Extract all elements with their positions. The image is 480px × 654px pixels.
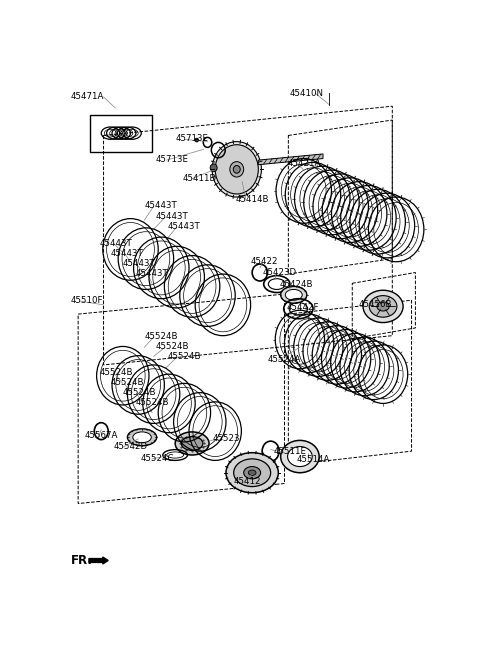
- Text: 45456B: 45456B: [359, 300, 392, 309]
- Text: 45713E: 45713E: [175, 134, 208, 143]
- Text: 45443T: 45443T: [100, 239, 132, 248]
- Ellipse shape: [377, 301, 389, 311]
- Text: 45443T: 45443T: [144, 201, 177, 210]
- FancyArrow shape: [89, 557, 108, 564]
- Ellipse shape: [234, 459, 271, 487]
- Text: 45471A: 45471A: [71, 92, 104, 101]
- Text: 45524B: 45524B: [123, 388, 156, 397]
- Text: 45524B: 45524B: [100, 368, 133, 377]
- Text: 45524B: 45524B: [155, 342, 189, 351]
- Text: 45443T: 45443T: [123, 259, 156, 267]
- Ellipse shape: [210, 164, 217, 171]
- Ellipse shape: [288, 447, 312, 466]
- Text: 45524B: 45524B: [135, 398, 168, 407]
- Polygon shape: [258, 154, 323, 165]
- Ellipse shape: [230, 162, 244, 177]
- Ellipse shape: [281, 286, 307, 303]
- Text: 45713E: 45713E: [155, 155, 188, 164]
- Text: 45510F: 45510F: [71, 296, 103, 305]
- Text: 45412: 45412: [234, 477, 261, 486]
- Text: 45567A: 45567A: [84, 431, 118, 440]
- Text: 45542D: 45542D: [114, 442, 148, 451]
- Ellipse shape: [215, 145, 258, 194]
- Text: 45443T: 45443T: [135, 269, 168, 278]
- Text: 45414B: 45414B: [235, 195, 269, 204]
- Text: 45443T: 45443T: [110, 249, 143, 258]
- Text: 45524B: 45524B: [168, 352, 201, 361]
- Text: 45411D: 45411D: [182, 174, 216, 183]
- Text: 45514A: 45514A: [297, 455, 330, 464]
- Ellipse shape: [244, 466, 261, 479]
- Text: 45423D: 45423D: [263, 268, 297, 277]
- Text: 45443T: 45443T: [155, 212, 188, 221]
- Text: 45442F: 45442F: [287, 303, 319, 312]
- Text: 45511E: 45511E: [274, 447, 307, 456]
- Ellipse shape: [285, 290, 302, 300]
- Ellipse shape: [127, 429, 156, 446]
- Ellipse shape: [181, 436, 203, 451]
- Ellipse shape: [226, 453, 278, 492]
- Text: 45523: 45523: [212, 434, 240, 443]
- Ellipse shape: [133, 432, 151, 443]
- Ellipse shape: [175, 432, 209, 455]
- Text: 45524B: 45524B: [110, 378, 144, 387]
- Text: 45524B: 45524B: [144, 332, 178, 341]
- Ellipse shape: [369, 296, 397, 317]
- Text: 45422: 45422: [251, 257, 278, 266]
- Text: 45421A: 45421A: [288, 159, 321, 167]
- Ellipse shape: [281, 440, 319, 473]
- Text: 45524A: 45524A: [267, 355, 301, 364]
- Text: 45424B: 45424B: [279, 279, 312, 288]
- Ellipse shape: [363, 290, 403, 322]
- Text: FR.: FR.: [71, 554, 93, 567]
- Text: 45524C: 45524C: [141, 454, 174, 462]
- Ellipse shape: [233, 165, 240, 173]
- Ellipse shape: [195, 138, 199, 142]
- Ellipse shape: [212, 142, 262, 197]
- Ellipse shape: [248, 470, 256, 475]
- Text: 45410N: 45410N: [289, 88, 323, 97]
- Text: 45443T: 45443T: [168, 222, 200, 231]
